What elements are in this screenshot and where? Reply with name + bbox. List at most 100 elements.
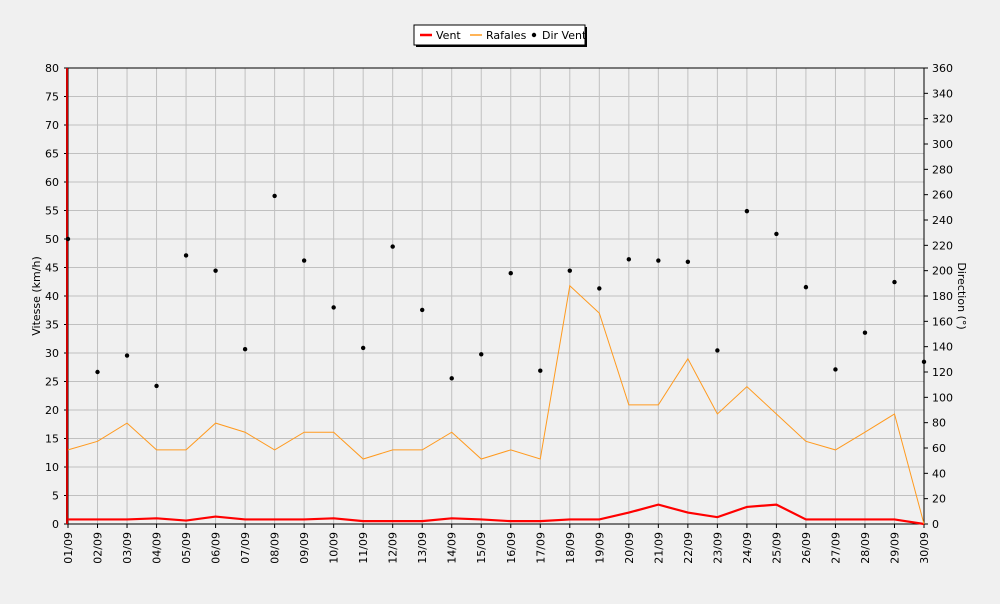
y-tick-label: 40 — [45, 290, 59, 303]
y2-tick-label: 0 — [932, 518, 939, 531]
x-tick-label: 11/09 — [357, 532, 370, 564]
y2-tick-label: 20 — [932, 493, 946, 506]
x-tick-label: 26/09 — [800, 532, 813, 564]
y2-tick-label: 340 — [932, 87, 953, 100]
data-point — [95, 369, 100, 375]
x-tick-label: 02/09 — [92, 532, 105, 564]
data-point — [508, 271, 513, 276]
y2-axis-title: Direction (°) — [955, 262, 968, 329]
data-point — [892, 279, 897, 285]
x-tick-label: 09/09 — [298, 532, 311, 564]
data-point — [390, 244, 395, 249]
x-tick-label: 17/09 — [534, 532, 547, 564]
x-tick-label: 16/09 — [505, 532, 518, 564]
data-point — [449, 376, 454, 381]
data-point — [803, 284, 809, 290]
y2-tick-label: 180 — [932, 290, 953, 303]
y2-tick-label: 220 — [932, 239, 953, 252]
data-point — [183, 253, 189, 258]
y-tick-label: 5 — [52, 490, 59, 503]
data-point — [331, 305, 336, 310]
x-tick-label: 05/09 — [180, 532, 193, 564]
y2-tick-label: 280 — [932, 163, 953, 176]
x-tick-label: 15/09 — [475, 532, 488, 564]
x-tick-label: 04/09 — [151, 532, 164, 564]
x-tick-label: 25/09 — [770, 532, 783, 564]
data-point — [921, 359, 927, 365]
data-point — [272, 193, 277, 199]
data-point — [154, 383, 159, 389]
data-point — [479, 352, 484, 357]
y2-tick-label: 100 — [932, 391, 953, 404]
x-tick-label: 21/09 — [652, 532, 665, 564]
data-point — [65, 236, 71, 242]
y-tick-label: 0 — [52, 518, 59, 531]
y-tick-label: 55 — [45, 205, 59, 218]
data-point — [715, 348, 720, 353]
y2-tick-label: 240 — [932, 214, 953, 227]
x-tick-label: 12/09 — [387, 532, 400, 564]
series-line-rafales — [67, 284, 925, 525]
y2-tick-label: 360 — [932, 62, 953, 75]
y-tick-label: 10 — [45, 461, 59, 474]
legend-label: Vent — [436, 29, 461, 42]
data-point — [656, 258, 661, 263]
y2-tick-label: 60 — [932, 442, 946, 455]
x-tick-label: 03/09 — [121, 532, 134, 564]
x-tick-label: 23/09 — [711, 532, 724, 564]
x-tick-label: 18/09 — [564, 532, 577, 564]
data-point — [744, 208, 750, 214]
series-line-vent — [68, 503, 925, 526]
y2-tick-label: 140 — [932, 341, 953, 354]
y2-tick-label: 120 — [932, 366, 953, 379]
y2-tick-label: 300 — [932, 138, 953, 151]
y-tick-label: 20 — [45, 404, 59, 417]
data-point — [124, 353, 130, 358]
data-point — [685, 259, 691, 264]
y-tick-label: 60 — [45, 176, 59, 189]
data-point — [213, 268, 218, 273]
data-point — [301, 258, 307, 263]
x-tick-label: 06/09 — [210, 532, 223, 564]
y-tick-label: 30 — [45, 347, 59, 360]
legend-box — [413, 24, 586, 46]
data-point — [626, 257, 632, 262]
data-point — [833, 367, 838, 372]
y2-tick-label: 320 — [932, 113, 953, 126]
x-tick-label: 19/09 — [593, 532, 606, 564]
x-tick-label: 30/09 — [918, 532, 931, 564]
data-point — [774, 231, 779, 237]
x-tick-label: 08/09 — [269, 532, 282, 564]
x-tick-label: 28/09 — [859, 532, 872, 564]
data-point — [862, 330, 868, 335]
x-tick-label: 10/09 — [328, 532, 341, 564]
y-tick-label: 80 — [45, 62, 59, 75]
x-tick-label: 29/09 — [888, 532, 901, 564]
data-point — [597, 286, 602, 291]
x-tick-label: 22/09 — [682, 532, 695, 564]
x-tick-label: 27/09 — [829, 532, 842, 564]
data-point — [567, 268, 572, 273]
y-tick-label: 15 — [45, 433, 59, 446]
y-tick-label: 65 — [45, 148, 59, 161]
x-tick-label: 24/09 — [741, 532, 754, 564]
data-point — [538, 368, 543, 373]
y2-tick-label: 160 — [932, 315, 953, 328]
x-tick-label: 01/09 — [62, 532, 75, 564]
x-tick-label: 20/09 — [623, 532, 636, 564]
y2-tick-label: 40 — [932, 467, 946, 480]
y-tick-label: 25 — [45, 376, 59, 389]
x-tick-label: 07/09 — [239, 532, 252, 564]
x-tick-label: 13/09 — [416, 532, 429, 564]
y2-tick-label: 80 — [932, 417, 946, 430]
y-axis-title: Vitesse (km/h) — [30, 256, 43, 336]
legend-label: Rafales — [486, 29, 527, 42]
data-point — [420, 307, 425, 313]
legend-label: Dir Vent — [542, 29, 587, 42]
y2-tick-label: 200 — [932, 265, 953, 278]
y-tick-label: 75 — [45, 91, 59, 104]
x-tick-label: 14/09 — [446, 532, 459, 564]
y-tick-label: 45 — [45, 262, 59, 275]
